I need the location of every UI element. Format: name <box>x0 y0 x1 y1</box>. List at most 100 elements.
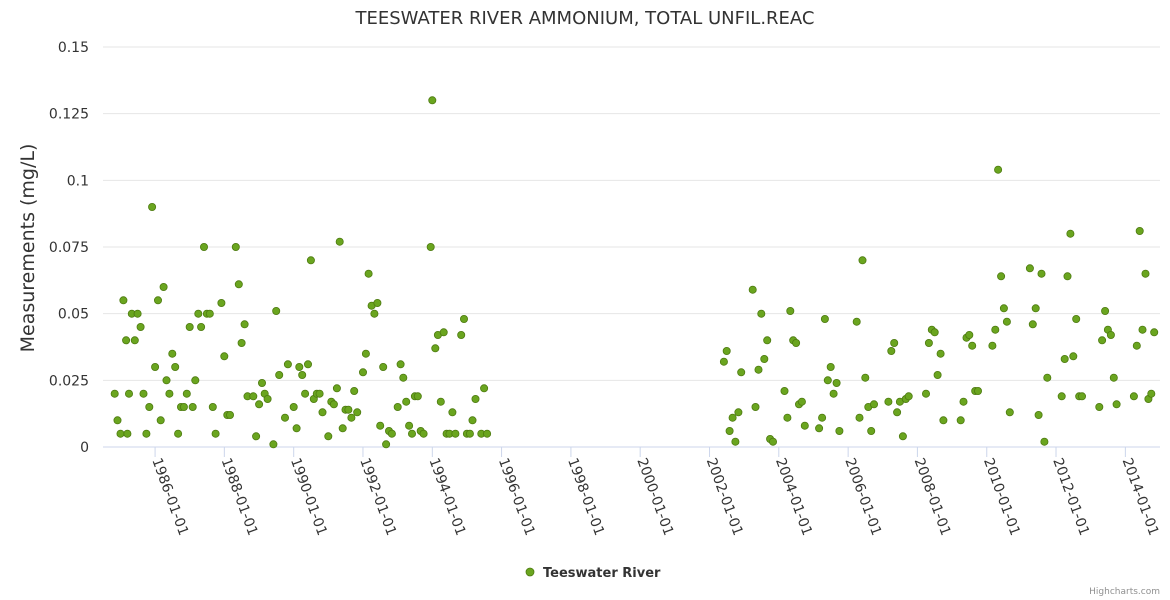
data-point[interactable] <box>1098 336 1107 345</box>
data-point[interactable] <box>1141 269 1150 278</box>
data-point[interactable] <box>1109 373 1118 382</box>
data-point[interactable] <box>829 389 838 398</box>
data-point[interactable] <box>113 416 122 425</box>
data-point[interactable] <box>800 421 809 430</box>
data-point[interactable] <box>407 429 416 438</box>
data-point[interactable] <box>792 338 801 347</box>
data-point[interactable] <box>1057 392 1066 401</box>
data-point[interactable] <box>956 416 965 425</box>
data-point[interactable] <box>220 352 229 361</box>
data-point[interactable] <box>240 320 249 329</box>
data-point[interactable] <box>751 402 760 411</box>
data-point[interactable] <box>757 309 766 318</box>
data-point[interactable] <box>728 413 737 422</box>
data-point[interactable] <box>734 408 743 417</box>
data-point[interactable] <box>1002 317 1011 326</box>
data-point[interactable] <box>722 346 731 355</box>
data-point[interactable] <box>858 256 867 265</box>
data-point[interactable] <box>1005 408 1014 417</box>
data-point[interactable] <box>136 322 145 331</box>
data-point[interactable] <box>292 424 301 433</box>
data-point[interactable] <box>968 341 977 350</box>
data-point[interactable] <box>165 389 174 398</box>
data-point[interactable] <box>725 426 734 435</box>
data-point[interactable] <box>153 296 162 305</box>
data-point[interactable] <box>1072 314 1081 323</box>
data-point[interactable] <box>151 362 160 371</box>
data-point[interactable] <box>347 413 356 422</box>
data-point[interactable] <box>994 165 1003 174</box>
data-point[interactable] <box>162 376 171 385</box>
data-point[interactable] <box>1101 306 1110 315</box>
data-point[interactable] <box>890 338 899 347</box>
data-point[interactable] <box>465 429 474 438</box>
legend-label[interactable]: Teeswater River <box>543 566 661 581</box>
data-point[interactable] <box>1112 400 1121 409</box>
data-point[interactable] <box>457 330 466 339</box>
data-point[interactable] <box>820 314 829 323</box>
data-point[interactable] <box>719 357 728 366</box>
data-point[interactable] <box>125 389 134 398</box>
data-point[interactable] <box>1034 410 1043 419</box>
data-point[interactable] <box>835 426 844 435</box>
data-point[interactable] <box>249 392 258 401</box>
data-point[interactable] <box>289 402 298 411</box>
data-point[interactable] <box>471 394 480 403</box>
data-point[interactable] <box>1132 341 1141 350</box>
data-point[interactable] <box>171 362 180 371</box>
data-point[interactable] <box>737 368 746 377</box>
data-point[interactable] <box>999 304 1008 313</box>
data-point[interactable] <box>1150 328 1159 337</box>
data-point[interactable] <box>797 397 806 406</box>
data-point[interactable] <box>205 309 214 318</box>
data-point[interactable] <box>1135 226 1144 235</box>
data-point[interactable] <box>116 429 125 438</box>
data-point[interactable] <box>426 242 435 251</box>
data-point[interactable] <box>991 325 1000 334</box>
data-point[interactable] <box>350 386 359 395</box>
data-point[interactable] <box>396 360 405 369</box>
data-point[interactable] <box>280 413 289 422</box>
data-point[interactable] <box>338 424 347 433</box>
data-point[interactable] <box>731 437 740 446</box>
data-point[interactable] <box>185 322 194 331</box>
data-point[interactable] <box>936 349 945 358</box>
data-point[interactable] <box>754 365 763 374</box>
data-point[interactable] <box>898 432 907 441</box>
data-point[interactable] <box>257 378 266 387</box>
data-point[interactable] <box>119 296 128 305</box>
data-point[interactable] <box>852 317 861 326</box>
data-point[interactable] <box>387 429 396 438</box>
data-point[interactable] <box>1066 229 1075 238</box>
data-point[interactable] <box>301 389 310 398</box>
data-point[interactable] <box>939 416 948 425</box>
data-point[interactable] <box>1138 325 1147 334</box>
data-point[interactable] <box>318 408 327 417</box>
data-point[interactable] <box>275 370 284 379</box>
data-point[interactable] <box>974 386 983 395</box>
data-point[interactable] <box>272 306 281 315</box>
data-point[interactable] <box>1037 269 1046 278</box>
credits-link[interactable]: Highcharts.com <box>1089 587 1160 597</box>
data-point[interactable] <box>1095 402 1104 411</box>
data-point[interactable] <box>748 285 757 294</box>
data-point[interactable] <box>823 376 832 385</box>
data-point[interactable] <box>208 402 217 411</box>
data-point[interactable] <box>252 432 261 441</box>
data-point[interactable] <box>402 397 411 406</box>
data-point[interactable] <box>867 426 876 435</box>
data-point[interactable] <box>780 386 789 395</box>
data-point[interactable] <box>818 413 827 422</box>
data-point[interactable] <box>959 397 968 406</box>
data-point[interactable] <box>122 336 131 345</box>
data-point[interactable] <box>419 429 428 438</box>
data-point[interactable] <box>1031 304 1040 313</box>
data-point[interactable] <box>1078 392 1087 401</box>
data-point[interactable] <box>182 389 191 398</box>
data-point[interactable] <box>174 429 183 438</box>
data-point[interactable] <box>123 429 132 438</box>
data-point[interactable] <box>483 429 492 438</box>
data-point[interactable] <box>448 408 457 417</box>
data-point[interactable] <box>237 338 246 347</box>
data-point[interactable] <box>364 269 373 278</box>
